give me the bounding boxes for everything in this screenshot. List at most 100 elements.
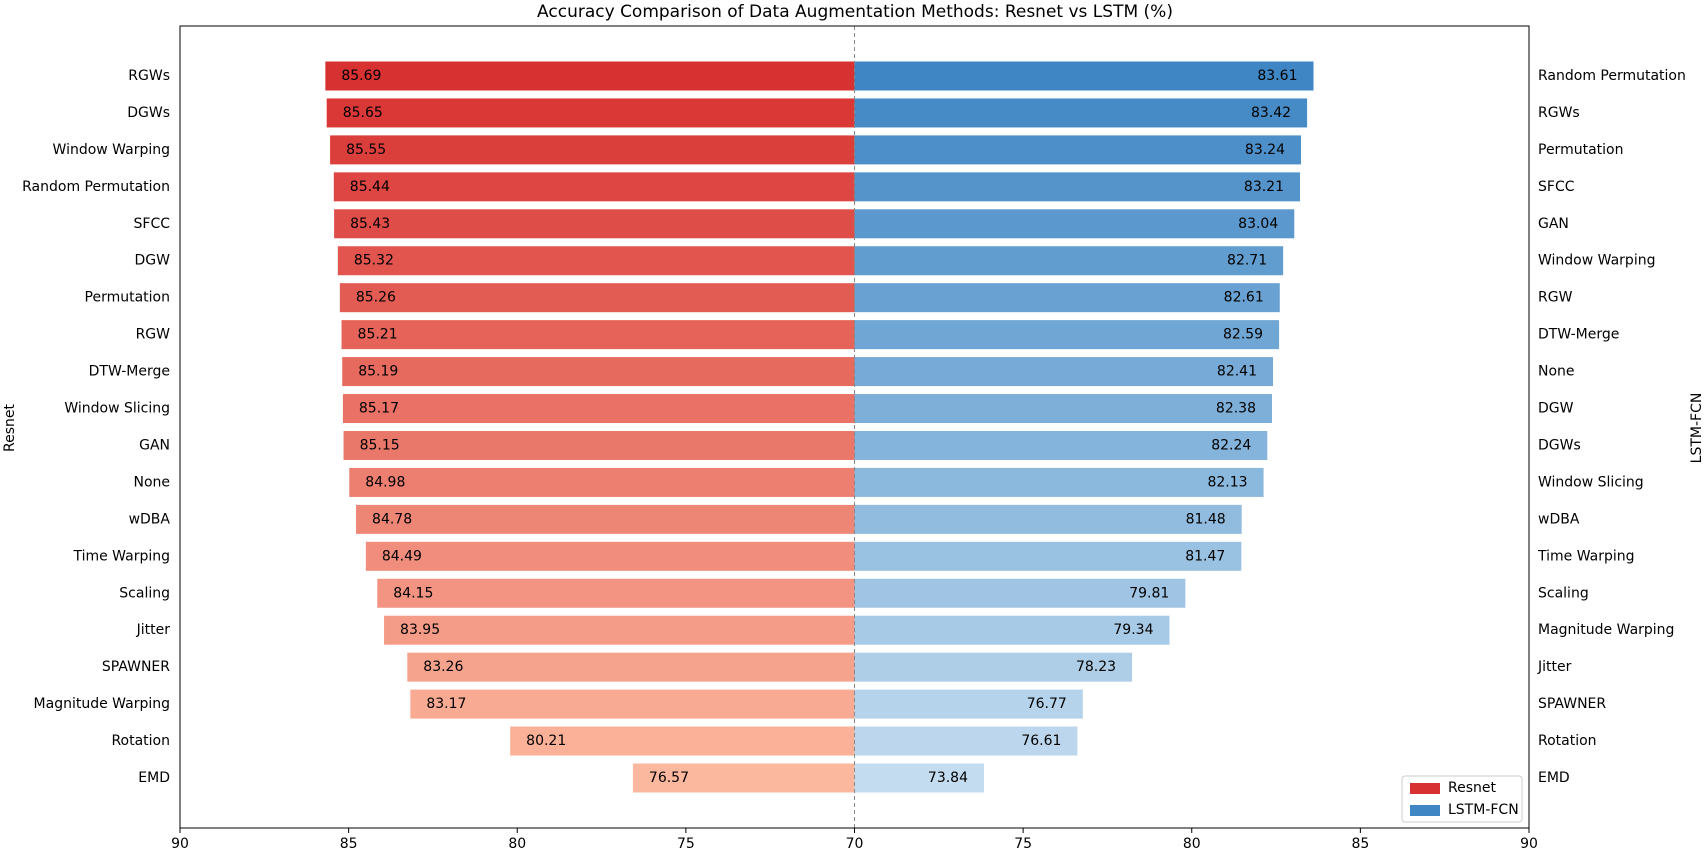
bar (854, 98, 1308, 128)
category-label: GAN (1538, 216, 1569, 232)
x-tick-label: 75 (1014, 836, 1032, 852)
category-label: Random Permutation (22, 179, 170, 195)
bar (854, 172, 1301, 202)
value-label: 82.71 (1227, 253, 1267, 269)
bar (365, 541, 855, 571)
value-label: 78.23 (1076, 659, 1116, 675)
bar (854, 357, 1274, 387)
category-label: DTW-Merge (89, 364, 170, 380)
bar (342, 357, 855, 387)
category-label: Magnitude Warping (34, 696, 170, 712)
value-label: 85.32 (354, 253, 394, 269)
category-label: RGW (1538, 290, 1573, 306)
value-label: 85.26 (356, 290, 396, 306)
value-label: 76.77 (1027, 696, 1067, 712)
bar (337, 246, 855, 276)
bar (854, 504, 1242, 534)
bar (384, 615, 855, 645)
bar (407, 652, 855, 682)
bar (342, 394, 855, 424)
x-tick-label: 80 (508, 836, 526, 852)
bar (330, 135, 855, 165)
bar (854, 209, 1295, 239)
value-label: 85.21 (358, 327, 398, 343)
category-label: SFCC (134, 216, 171, 232)
value-label: 84.15 (393, 585, 433, 601)
value-label: 83.95 (400, 622, 440, 638)
category-label: EMD (138, 770, 170, 786)
bar (854, 430, 1268, 460)
bar (349, 467, 855, 497)
category-label: None (133, 474, 170, 490)
value-label: 79.81 (1129, 585, 1169, 601)
value-label: 82.59 (1223, 327, 1263, 343)
category-label: Window Slicing (1538, 474, 1644, 490)
legend-swatch (1410, 783, 1440, 794)
bar (854, 578, 1186, 608)
category-label: Window Warping (1538, 253, 1655, 269)
bar (854, 615, 1170, 645)
value-label: 73.84 (928, 770, 968, 786)
bar (334, 209, 855, 239)
value-label: 84.78 (372, 511, 412, 527)
bar (854, 283, 1280, 313)
value-label: 82.61 (1224, 290, 1264, 306)
category-label: Rotation (1538, 733, 1597, 749)
bar (854, 763, 985, 793)
category-label: Time Warping (72, 548, 170, 564)
value-label: 85.55 (346, 142, 386, 158)
bar (854, 689, 1083, 719)
value-label: 83.21 (1244, 179, 1284, 195)
left-axis-label: Resnet (2, 404, 18, 452)
bar (377, 578, 855, 608)
value-label: 83.17 (426, 696, 466, 712)
value-label: 85.65 (343, 105, 383, 121)
value-label: 83.24 (1245, 142, 1285, 158)
bar (854, 467, 1264, 497)
legend-swatch (1410, 805, 1440, 816)
value-label: 82.38 (1216, 401, 1256, 417)
chart-title: Accuracy Comparison of Data Augmentation… (537, 2, 1173, 22)
x-tick-label: 85 (340, 836, 358, 852)
bar (854, 726, 1078, 756)
category-label: RGWs (1538, 105, 1580, 121)
value-label: 84.98 (365, 474, 405, 490)
value-label: 84.49 (382, 548, 422, 564)
category-label: RGW (136, 327, 171, 343)
value-label: 82.13 (1207, 474, 1247, 490)
category-label: Scaling (1538, 585, 1589, 601)
value-label: 83.26 (423, 659, 463, 675)
value-label: 81.48 (1186, 511, 1226, 527)
bar (326, 98, 855, 128)
category-label: GAN (139, 437, 170, 453)
category-label: DGWs (127, 105, 170, 121)
value-label: 85.17 (359, 401, 399, 417)
category-label: SPAWNER (102, 659, 170, 675)
category-label: Jitter (136, 622, 171, 638)
x-tick-label: 85 (1351, 836, 1369, 852)
value-label: 85.43 (350, 216, 390, 232)
category-label: Time Warping (1537, 548, 1635, 564)
category-label: DGW (135, 253, 171, 269)
bar (854, 61, 1314, 91)
bar (854, 135, 1302, 165)
category-label: EMD (1538, 770, 1570, 786)
right-axis-label: LSTM-FCN (1689, 393, 1705, 464)
value-label: 79.34 (1113, 622, 1153, 638)
value-label: 81.47 (1185, 548, 1225, 564)
bar (325, 61, 855, 91)
x-tick-label: 90 (1520, 836, 1538, 852)
bar (854, 394, 1273, 424)
value-label: 83.42 (1251, 105, 1291, 121)
legend-label: LSTM-FCN (1448, 802, 1519, 818)
bar (632, 763, 855, 793)
value-label: 82.24 (1211, 437, 1251, 453)
x-tick-label: 75 (677, 836, 695, 852)
bar (854, 320, 1280, 350)
value-label: 80.21 (526, 733, 566, 749)
category-label: SPAWNER (1538, 696, 1606, 712)
value-label: 82.41 (1217, 364, 1257, 380)
category-label: None (1538, 364, 1575, 380)
category-label: DTW-Merge (1538, 327, 1619, 343)
category-label: wDBA (1538, 511, 1580, 527)
